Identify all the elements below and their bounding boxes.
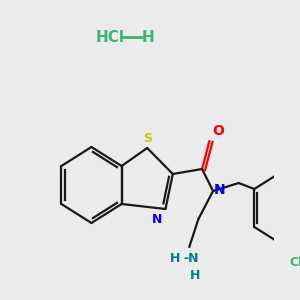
Text: O: O xyxy=(212,124,224,138)
Text: H: H xyxy=(190,269,200,282)
Text: H: H xyxy=(142,31,155,46)
Text: N: N xyxy=(152,213,162,226)
Text: HCl: HCl xyxy=(95,31,124,46)
Text: H: H xyxy=(170,253,180,266)
Text: -N: -N xyxy=(184,253,199,266)
Text: Cl: Cl xyxy=(289,256,300,269)
Text: N: N xyxy=(214,183,226,197)
Text: S: S xyxy=(143,132,152,145)
